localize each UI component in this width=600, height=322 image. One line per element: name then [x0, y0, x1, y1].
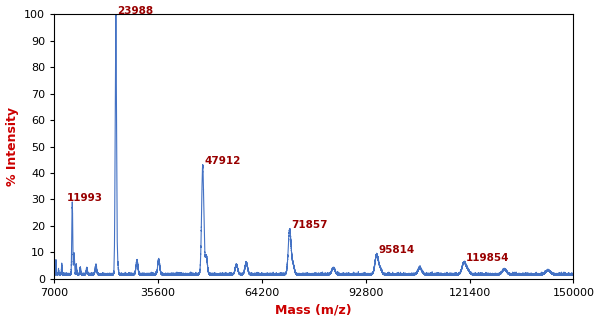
- Text: 95814: 95814: [378, 245, 415, 255]
- Text: 11993: 11993: [67, 194, 103, 204]
- Text: 119854: 119854: [466, 253, 509, 263]
- Text: 47912: 47912: [204, 156, 241, 166]
- Y-axis label: % Intensity: % Intensity: [5, 107, 19, 186]
- Text: 71857: 71857: [291, 220, 328, 230]
- Text: 23988: 23988: [117, 6, 154, 16]
- X-axis label: Mass (m/z): Mass (m/z): [275, 303, 352, 317]
